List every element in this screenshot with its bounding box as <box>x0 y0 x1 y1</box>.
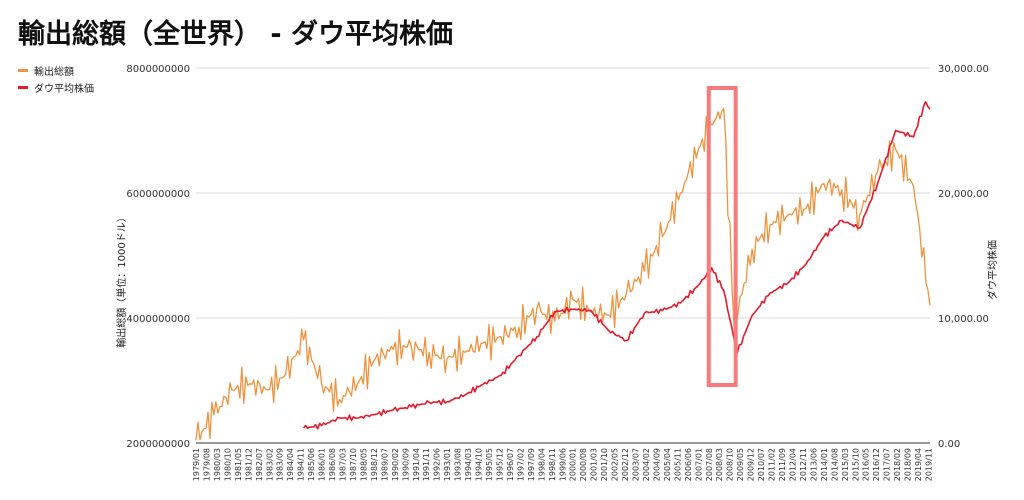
x-tick-label: 1992/06 <box>433 448 442 481</box>
right-tick-label: 10,000.00 <box>938 314 989 325</box>
x-tick-label: 1984/11 <box>297 448 306 481</box>
x-tick-label: 2011/02 <box>768 448 777 481</box>
x-tick-label: 1997/02 <box>516 448 525 481</box>
x-tick-label: 1989/07 <box>380 448 389 481</box>
legend-item-dow: ダウ平均株価 <box>18 79 94 96</box>
right-axis-ticks: 0.00 10,000.00 20,000.00 30,000.00 <box>938 64 989 450</box>
x-tick-label: 1996/07 <box>506 448 515 481</box>
x-tick-label: 1981/12 <box>244 448 253 481</box>
x-tick-label: 1987/10 <box>349 448 358 481</box>
series-lines <box>195 101 931 441</box>
x-tick-label: 2018/02 <box>893 448 902 481</box>
x-tick-label: 2001/03 <box>590 448 599 481</box>
legend-label-dow: ダウ平均株価 <box>34 84 94 95</box>
x-tick-label: 2014/01 <box>820 448 829 481</box>
x-tick-label: 1983/09 <box>276 448 285 481</box>
x-tick-label: 2002/05 <box>611 448 620 481</box>
x-axis-ticks: 1979/01 1979/08 1980/03 1980/10 1981/05 1981/… <box>192 448 934 481</box>
x-tick-label: 1981/05 <box>234 448 243 481</box>
x-tick-label: 2009/05 <box>736 448 745 481</box>
right-tick-label: 20,000.00 <box>938 189 989 200</box>
x-tick-label: 2013/06 <box>809 448 818 481</box>
x-tick-label: 1998/11 <box>548 448 557 481</box>
x-tick-label: 2007/01 <box>694 448 703 481</box>
x-tick-label: 2011/09 <box>778 448 787 481</box>
x-tick-label: 2012/04 <box>788 448 797 481</box>
x-tick-label: 2004/02 <box>642 448 651 481</box>
x-tick-label: 2005/04 <box>663 448 672 481</box>
x-tick-label: 2019/04 <box>914 448 923 481</box>
x-tick-label: 1991/11 <box>422 448 431 481</box>
x-tick-label: 2014/08 <box>830 448 839 481</box>
x-tick-label: 1985/06 <box>307 448 316 481</box>
x-tick-label: 1984/04 <box>286 448 295 481</box>
series-line-dow <box>302 101 931 430</box>
left-tick-label: 8000000000 <box>126 64 190 75</box>
x-tick-label: 2019/11 <box>925 448 934 481</box>
x-tick-label: 1982/07 <box>255 448 264 481</box>
x-tick-label: 2015/10 <box>851 448 860 481</box>
legend-label-exports: 輸出総額 <box>34 67 74 78</box>
x-tick-label: 1990/02 <box>391 448 400 481</box>
x-tick-label: 2016/05 <box>862 448 871 481</box>
x-tick-label: 2008/03 <box>715 448 724 481</box>
x-tick-label: 2003/07 <box>632 448 641 481</box>
legend-swatch-dow <box>18 86 28 89</box>
x-tick-label: 2001/10 <box>600 448 609 481</box>
x-tick-label: 1999/06 <box>558 448 567 481</box>
right-axis-label: ダウ平均株価 <box>986 240 999 300</box>
right-tick-label: 30,000.00 <box>938 64 989 75</box>
x-tick-label: 1986/01 <box>318 448 327 481</box>
x-tick-label: 1979/01 <box>192 448 201 481</box>
x-tick-label: 2017/07 <box>883 448 892 481</box>
highlight-layer <box>706 86 738 387</box>
x-tick-label: 2009/12 <box>747 448 756 481</box>
x-tick-label: 1994/03 <box>464 448 473 481</box>
left-tick-label: 6000000000 <box>126 189 190 200</box>
left-axis-label: 輸出総額（単位：1000ドル） <box>115 212 128 347</box>
x-tick-label: 1997/09 <box>527 448 536 481</box>
x-tick-label: 1980/10 <box>223 448 232 481</box>
legend-swatch-exports <box>18 69 28 72</box>
x-tick-label: 2007/08 <box>705 448 714 481</box>
x-tick-label: 2002/12 <box>621 448 630 481</box>
highlight-box <box>706 86 738 387</box>
x-tick-label: 1995/12 <box>495 448 504 481</box>
legend: 輸出総額 ダウ平均株価 <box>18 62 94 96</box>
x-tick-label: 1988/12 <box>370 448 379 481</box>
left-axis-ticks: 2000000000 4000000000 6000000000 8000000000 <box>126 64 190 450</box>
x-tick-label: 1979/08 <box>202 448 211 481</box>
x-tick-label: 2015/03 <box>841 448 850 481</box>
x-tick-label: 1990/09 <box>401 448 410 481</box>
left-tick-label: 4000000000 <box>126 314 190 325</box>
x-tick-label: 2008/10 <box>726 448 735 481</box>
x-tick-label: 1991/04 <box>412 448 421 481</box>
chart-title: 輸出総額（全世界） - ダウ平均株価 <box>18 19 454 50</box>
x-tick-label: 2006/06 <box>684 448 693 481</box>
x-tick-label: 1988/05 <box>359 448 368 481</box>
x-tick-label: 2016/12 <box>872 448 881 481</box>
legend-item-exports: 輸出総額 <box>18 62 94 79</box>
x-tick-label: 1983/02 <box>265 448 274 481</box>
right-tick-label: 0.00 <box>938 439 960 450</box>
x-tick-label: 1987/03 <box>339 448 348 481</box>
x-tick-label: 1998/04 <box>537 448 546 481</box>
x-tick-label: 2010/07 <box>757 448 766 481</box>
x-tick-label: 2000/08 <box>579 448 588 481</box>
left-tick-label: 2000000000 <box>126 439 190 450</box>
x-tick-label: 1993/08 <box>454 448 463 481</box>
x-tick-label: 2005/11 <box>673 448 682 481</box>
series-line-exports <box>195 107 931 441</box>
x-tick-label: 1980/03 <box>213 448 222 481</box>
x-tick-label: 1994/10 <box>475 448 484 481</box>
gridlines <box>196 67 930 444</box>
x-tick-label: 2018/09 <box>904 448 913 481</box>
x-tick-label: 1986/08 <box>328 448 337 481</box>
x-tick-label: 2012/11 <box>799 448 808 481</box>
x-tick-label: 2004/09 <box>652 448 661 481</box>
x-tick-label: 1995/05 <box>485 448 494 481</box>
x-tick-label: 1993/01 <box>443 448 452 481</box>
x-tick-label: 2000/01 <box>569 448 578 481</box>
